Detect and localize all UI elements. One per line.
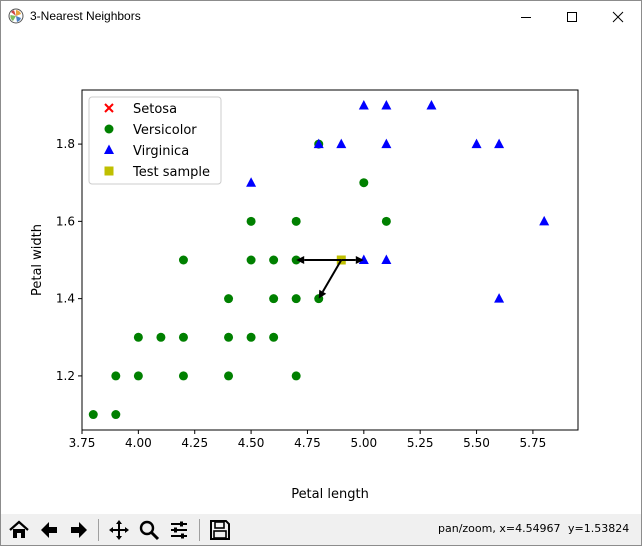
toolbar-separator xyxy=(199,519,200,541)
versicolor-point xyxy=(269,332,279,342)
y-tick-label: 1.8 xyxy=(56,137,75,151)
zoom-icon xyxy=(139,520,160,540)
forward-icon xyxy=(71,521,87,538)
legend: Setosa Versicolor Virginica Test sample xyxy=(88,96,222,185)
versicolor-point xyxy=(359,178,369,188)
title-bar: 3-Nearest Neighbors xyxy=(1,1,641,32)
status-coordinates: pan/zoom, x=4.54967 xyxy=(438,522,561,535)
legend-label: Versicolor xyxy=(133,123,197,138)
virginica-point xyxy=(313,138,324,149)
pan-icon xyxy=(109,519,129,540)
virginica-point xyxy=(381,138,392,149)
versicolor-point xyxy=(269,294,279,304)
legend-marker xyxy=(104,124,114,134)
home-icon xyxy=(9,520,29,538)
versicolor-point xyxy=(246,255,256,265)
y-tick-label: 1.4 xyxy=(56,292,75,306)
status-y: y=1.53824 xyxy=(568,522,630,535)
x-axis-label: Petal length xyxy=(291,487,369,502)
virginica-point xyxy=(358,254,369,264)
legend-marker xyxy=(104,166,114,176)
legend-marker xyxy=(104,103,114,113)
virginica-point xyxy=(381,254,392,264)
virginica-point xyxy=(358,99,369,110)
versicolor-point xyxy=(224,371,234,381)
versicolor-point xyxy=(224,332,234,342)
versicolor-point xyxy=(291,294,301,304)
configure-subplots-button[interactable] xyxy=(165,516,193,543)
virginica-point xyxy=(336,138,347,149)
figure-canvas[interactable]: 3.75 4.00 4.25 4.50 4.75 5.00 5.25 5.50 5.75 1.2 1… xyxy=(1,32,641,514)
virginica-point xyxy=(494,138,505,149)
y-tick-label: 1.2 xyxy=(56,369,75,383)
configure-subplots-icon xyxy=(171,521,187,538)
navigation-toolbar: pan/zoom, x=4.54967 y=1.53824 xyxy=(1,514,641,545)
versicolor-point xyxy=(156,332,166,342)
legend-label: Setosa xyxy=(133,102,177,117)
versicolor-point xyxy=(291,371,301,381)
forward-button[interactable] xyxy=(65,516,93,543)
x-tick-label: 4.25 xyxy=(181,436,208,450)
legend-label: Test sample xyxy=(132,165,210,180)
close-button[interactable] xyxy=(595,1,641,32)
versicolor-point xyxy=(269,255,279,265)
home-button[interactable] xyxy=(5,516,33,543)
back-icon xyxy=(41,521,57,538)
versicolor-point xyxy=(178,371,188,381)
scatter-chart: 3.75 4.00 4.25 4.50 4.75 5.00 5.25 5.50 5.75 1.2 1… xyxy=(30,89,579,502)
maximize-button[interactable] xyxy=(549,1,595,32)
virginica-point xyxy=(381,99,392,110)
x-tick-label: 5.50 xyxy=(463,436,490,450)
zoom-button[interactable] xyxy=(135,516,163,543)
x-tick-label: 4.50 xyxy=(238,436,265,450)
versicolor-point xyxy=(133,371,143,381)
plot-frame xyxy=(81,89,579,431)
neighbor-arrow xyxy=(296,256,342,264)
versicolor-point xyxy=(246,332,256,342)
x-tick-label: 5.00 xyxy=(350,436,377,450)
versicolor-point xyxy=(111,371,121,381)
y-tick-label: 1.6 xyxy=(56,214,75,228)
x-tick-label: 4.00 xyxy=(125,436,152,450)
minimize-button[interactable] xyxy=(503,1,549,32)
minimize-icon xyxy=(521,16,531,18)
maximize-icon xyxy=(567,11,577,22)
versicolor-point xyxy=(178,332,188,342)
save-button[interactable] xyxy=(206,516,234,543)
versicolor-point xyxy=(291,216,301,226)
neighbor-arrow xyxy=(341,256,364,264)
pan-button[interactable] xyxy=(105,516,133,543)
legend-label: Virginica xyxy=(133,144,189,159)
x-tick-label: 5.75 xyxy=(520,436,547,450)
virginica-point xyxy=(246,177,257,187)
toolbar-separator xyxy=(98,519,99,541)
x-tick-label: 4.75 xyxy=(294,436,321,450)
virginica-point xyxy=(539,215,550,226)
versicolor-point xyxy=(246,216,256,226)
close-icon xyxy=(612,11,624,22)
x-tick-label: 3.75 xyxy=(69,436,96,450)
versicolor-point xyxy=(224,294,234,304)
back-button[interactable] xyxy=(35,516,63,543)
virginica-point xyxy=(426,99,437,110)
versicolor-point xyxy=(111,410,121,420)
y-axis-label: Petal width xyxy=(30,224,45,296)
versicolor-point xyxy=(178,255,188,265)
versicolor-point xyxy=(133,332,143,342)
window-title: 3-Nearest Neighbors xyxy=(30,9,141,23)
virginica-point xyxy=(494,293,505,303)
matplotlib-icon xyxy=(8,8,24,24)
versicolor-point xyxy=(88,410,98,420)
neighbor-arrow xyxy=(318,259,343,299)
legend-marker xyxy=(104,144,114,154)
save-icon xyxy=(210,519,230,540)
versicolor-point xyxy=(381,216,391,226)
x-tick-label: 5.25 xyxy=(407,436,434,450)
virginica-point xyxy=(471,138,482,149)
